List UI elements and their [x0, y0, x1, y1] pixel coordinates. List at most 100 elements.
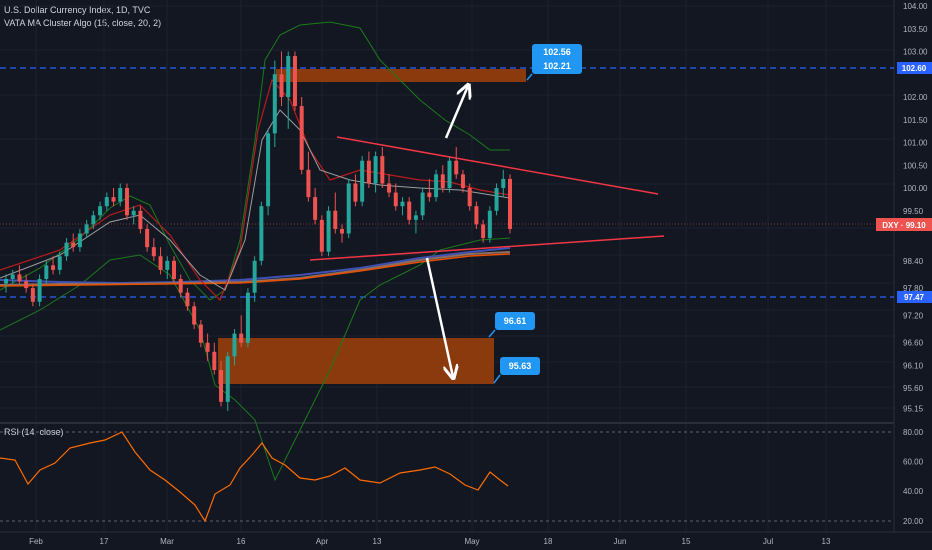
- candle-body: [387, 183, 392, 193]
- candle-body: [481, 224, 486, 239]
- candle-body: [346, 183, 351, 234]
- date-tick: Mar: [160, 537, 174, 546]
- upward-arrow[interactable]: [444, 86, 468, 139]
- candle-body: [138, 210, 143, 229]
- candle-body: [306, 169, 311, 198]
- candle-body: [460, 174, 465, 188]
- candle-body: [145, 228, 150, 248]
- candle-body: [98, 206, 103, 216]
- candle-body: [30, 288, 35, 302]
- candle-body: [299, 106, 304, 170]
- price-tick: 95.60: [903, 384, 924, 393]
- candle-body: [420, 192, 425, 216]
- candle-body: [279, 74, 284, 97]
- price-tick: 103.50: [903, 25, 928, 34]
- date-tick: 13: [822, 537, 831, 546]
- svg-text:DXY · 99.10: DXY · 99.10: [882, 221, 926, 230]
- callout-102-56: 102.56: [543, 47, 571, 57]
- svg-text:97.47: 97.47: [904, 293, 925, 302]
- candle-body: [407, 201, 412, 220]
- candle-body: [165, 260, 170, 270]
- price-tick: 98.40: [903, 257, 924, 266]
- ma-brown: [0, 251, 511, 286]
- candle-body: [185, 292, 190, 307]
- candle-body: [118, 188, 123, 202]
- candle-body: [447, 160, 452, 188]
- date-tick: 16: [237, 537, 246, 546]
- upper-trendline[interactable]: [336, 136, 659, 195]
- price-tick: 100.50: [903, 161, 928, 170]
- candle-body: [84, 224, 89, 234]
- candle-body: [319, 219, 324, 252]
- grid: [0, 0, 894, 532]
- grey-ma: [0, 109, 511, 291]
- candle-body: [111, 197, 116, 202]
- candle-body: [178, 279, 183, 293]
- candle-body: [10, 274, 15, 279]
- candle-body: [205, 342, 210, 352]
- candle-body: [172, 260, 176, 279]
- candle-body: [494, 188, 499, 211]
- price-axis[interactable]: 104.00 103.50 103.00 102.00 101.50 101.00 100.…: [903, 2, 928, 414]
- candle-body: [57, 256, 62, 270]
- candle-body: [44, 265, 49, 279]
- current-price-tag: DXY · 99.10: [876, 218, 932, 231]
- candle-body: [474, 206, 479, 225]
- upper-callout[interactable]: 102.56 102.21: [526, 44, 582, 81]
- price-tick: 96.10: [903, 361, 924, 370]
- fast-ma: [0, 78, 511, 302]
- price-tick: 101.50: [903, 116, 928, 125]
- candle-body: [64, 242, 69, 257]
- candle-body: [91, 215, 96, 225]
- candle-body: [353, 183, 358, 202]
- lower-callout-2[interactable]: 95.63: [493, 357, 540, 384]
- callout-102-21: 102.21: [543, 61, 571, 71]
- candle-body: [508, 178, 512, 229]
- candle-body: [434, 174, 439, 198]
- price-tick: 104.00: [903, 2, 928, 11]
- price-tick: 97.20: [903, 311, 924, 320]
- date-tick: Feb: [29, 537, 43, 546]
- candle-body: [51, 265, 56, 270]
- candle-body: [440, 174, 445, 188]
- price-tick: 103.00: [903, 48, 928, 57]
- date-tick: Apr: [316, 537, 329, 546]
- upper-target-zone[interactable]: [276, 69, 526, 82]
- candle-body: [373, 156, 378, 184]
- level-tag-102-60: 102.60: [897, 62, 932, 74]
- candle-body: [24, 281, 29, 289]
- callout-96-61: 96.61: [504, 316, 527, 326]
- candle-body: [340, 228, 344, 234]
- price-tick: 102.00: [903, 93, 928, 102]
- candle-body: [245, 292, 250, 343]
- candle-body: [259, 206, 264, 261]
- candle-body: [158, 256, 163, 270]
- candle-body: [212, 351, 217, 370]
- candle-body: [272, 74, 277, 134]
- candle-body: [37, 279, 42, 302]
- rsi-line[interactable]: [0, 431, 509, 523]
- rsi-tick: 40.00: [903, 487, 924, 496]
- candle-body: [333, 210, 338, 229]
- price-tick: 97.80: [903, 284, 924, 293]
- lower-trendline[interactable]: [309, 235, 665, 261]
- lower-target-zone[interactable]: [218, 338, 494, 384]
- candle-body: [501, 178, 506, 188]
- candle-body: [198, 324, 203, 343]
- candle-body: [427, 192, 432, 198]
- price-tick: 100.00: [903, 184, 928, 193]
- time-axis[interactable]: Feb 17 Mar 16 Apr 13 May 18 Jun 15 Jul 13: [29, 537, 831, 546]
- candle-body: [232, 333, 237, 357]
- candle-body: [124, 188, 129, 216]
- candle-body: [366, 160, 371, 184]
- candle-body: [266, 133, 271, 207]
- lower-callout-1[interactable]: 96.61: [488, 312, 535, 338]
- rsi-axis[interactable]: 80.00 60.00 40.00 20.00: [903, 428, 924, 526]
- indicator-legend: VATA MA Cluster Algo (15, close, 20, 2): [4, 18, 162, 28]
- downward-arrow[interactable]: [425, 257, 453, 377]
- candle-body: [393, 192, 398, 207]
- callout-95-63: 95.63: [509, 361, 532, 371]
- candle-body: [400, 201, 405, 207]
- date-tick: 18: [544, 537, 553, 546]
